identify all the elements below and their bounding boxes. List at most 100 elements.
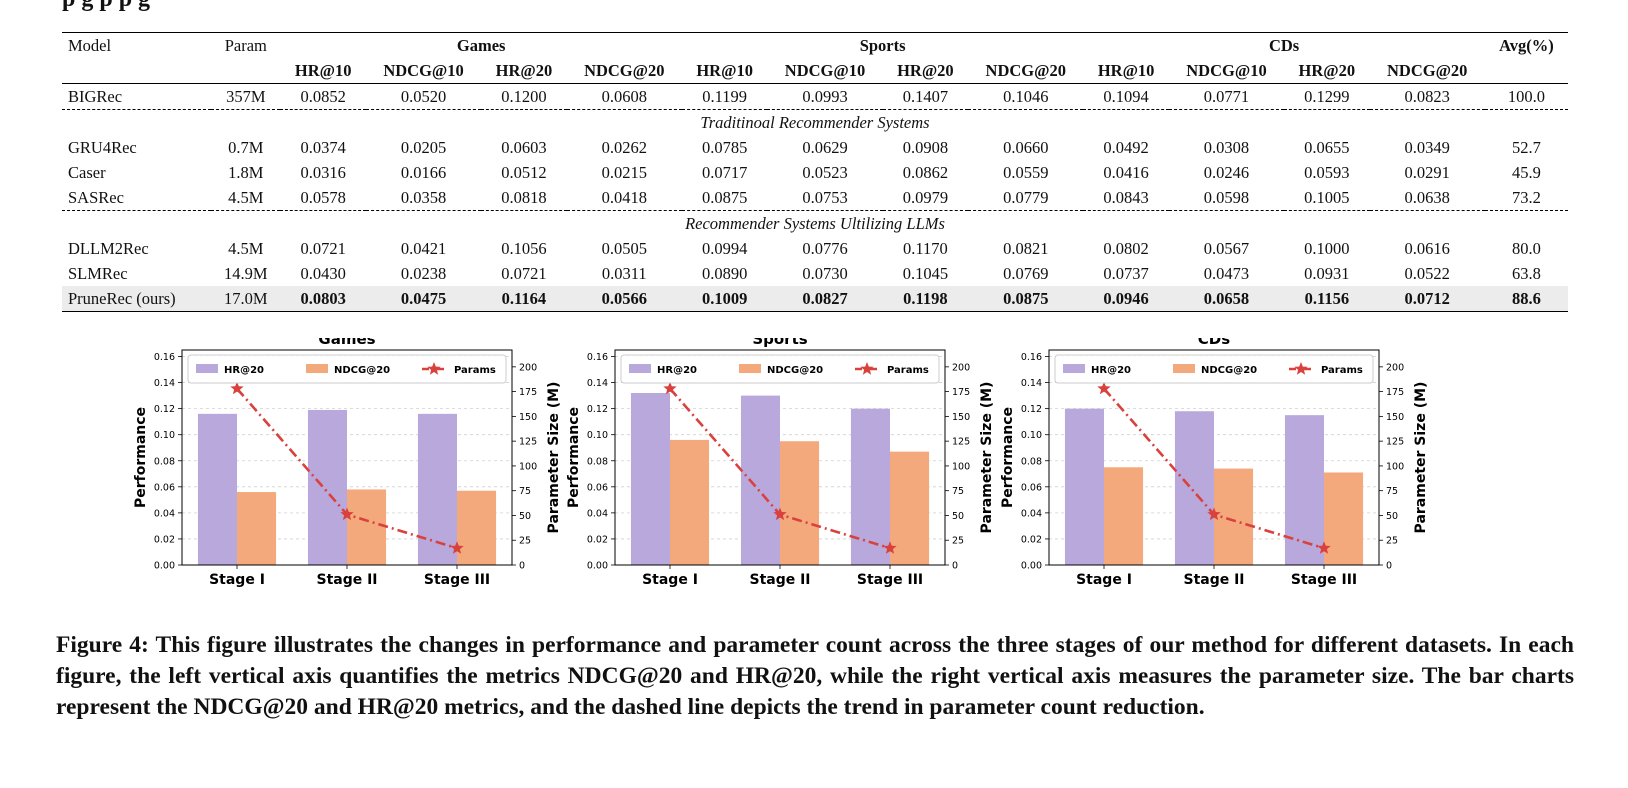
y-tick-label: 0.14	[587, 378, 608, 389]
cell-model: GRU4Rec	[68, 137, 137, 157]
bar-hr-at-20	[197, 413, 237, 565]
legend-swatch	[1063, 364, 1085, 373]
cell-value: 0.0523	[802, 162, 848, 182]
y2-tick-label: 175	[519, 387, 537, 398]
y-tick-label: 0.16	[587, 352, 608, 363]
cell-value: 0.0721	[501, 263, 547, 283]
y-tick-label: 0.00	[587, 561, 608, 572]
y2-tick-label: 150	[1386, 412, 1404, 423]
cell-value: 0.0205	[400, 137, 447, 157]
cell-value: 0.0238	[400, 263, 447, 283]
cell-value: 0.0374	[300, 137, 346, 157]
y2-axis-label: Parameter Size (M)	[979, 382, 995, 534]
y-tick-label: 0.14	[154, 378, 175, 389]
x-tick-label: Stage II	[316, 572, 377, 588]
cell-param: 1.8M	[228, 162, 264, 182]
cell-model: SLMRec	[68, 263, 128, 283]
bar-hr-at-20	[1174, 411, 1214, 565]
legend-box	[187, 354, 507, 384]
axes-frame	[181, 349, 513, 566]
y2-tick-label: 125	[519, 437, 537, 448]
metric-header: HR@20	[495, 60, 553, 80]
cell-value: 0.0262	[601, 137, 647, 157]
y2-tick-label: 50	[519, 511, 531, 522]
section-row-traditional: Traditinoal Recommender Systems	[62, 110, 1568, 136]
y-tick-label: 0.08	[587, 456, 608, 467]
cell-model: BIGRec	[68, 86, 123, 106]
table-row: GRU4Rec 0.7M 0.0374 0.0205 0.0603 0.0262 0.078…	[62, 135, 1568, 160]
y2-tick-label: 200	[1386, 362, 1404, 373]
empty-cell	[62, 58, 211, 84]
chart-title: Games	[318, 338, 375, 348]
y2-tick-label: 50	[1386, 511, 1398, 522]
cell-value: 0.1164	[501, 288, 547, 308]
cell-avg: 100.0	[1507, 86, 1545, 106]
table-row: Caser 1.8M 0.0316 0.0166 0.0512 0.0215 0.0717 0…	[62, 160, 1568, 185]
legend-swatch	[739, 364, 761, 373]
cell-value: 0.0492	[1103, 137, 1149, 157]
cell-avg: 45.9	[1511, 162, 1541, 182]
chart-sports: Sports 0.00 0.02 0.04 0.06 0.08 0.10 0.12 0.14 0.…	[566, 338, 995, 588]
params-point	[450, 541, 464, 554]
y-tick-label: 0.04	[154, 508, 175, 519]
y2-tick-label: 150	[519, 412, 537, 423]
cell-avg: 80.0	[1511, 238, 1541, 258]
bar-ndcg-at-20	[457, 490, 497, 565]
x-tick-label: Stage I	[642, 572, 698, 588]
x-tick-label: Stage II	[1183, 572, 1244, 588]
cell-model: PruneRec (ours)	[68, 288, 176, 308]
cell-value: 0.0316	[300, 162, 346, 182]
cell-value: 0.0520	[400, 86, 447, 106]
bar-ndcg-at-20	[1214, 468, 1254, 565]
bar-ndcg-at-20	[1324, 472, 1364, 565]
cell-value: 0.0421	[400, 238, 447, 258]
table-row-baseline: BIGRec 357M 0.0852 0.0520 0.1200 0.0608 0.1199…	[62, 84, 1568, 110]
cell-value: 0.0769	[1003, 263, 1049, 283]
legend-swatch	[1173, 364, 1195, 373]
y-tick-label: 0.10	[587, 430, 608, 441]
cell-avg: 52.7	[1511, 137, 1541, 157]
y-tick-label: 0.02	[587, 534, 608, 545]
cell-value: 0.0979	[902, 187, 949, 207]
y2-tick-label: 0	[952, 561, 958, 572]
cell-value: 0.0559	[1003, 162, 1049, 182]
y2-tick-label: 200	[519, 362, 537, 373]
metric-header: NDCG@20	[985, 60, 1066, 80]
bar-ndcg-at-20	[347, 489, 387, 565]
cell-value: 0.0311	[601, 263, 647, 283]
cell-value: 0.0658	[1203, 288, 1250, 308]
legend-star-icon	[427, 362, 441, 375]
cell-value: 0.1045	[902, 263, 949, 283]
metric-header: HR@10	[696, 60, 753, 80]
metric-header: NDCG@20	[584, 60, 665, 80]
y2-tick-label: 0	[519, 561, 525, 572]
legend-label: Params	[1321, 365, 1363, 376]
cell-value: 0.0931	[1304, 263, 1350, 283]
cell-value: 0.0578	[300, 187, 346, 207]
y-axis-label: Performance	[1000, 407, 1016, 508]
cell-value: 0.0246	[1203, 162, 1250, 182]
cell-value: 0.0843	[1103, 187, 1149, 207]
table-row-ours: PruneRec (ours) 17.0M 0.0803 0.0475 0.1164 0.…	[62, 286, 1568, 312]
y-tick-label: 0.12	[154, 404, 175, 415]
y2-tick-label: 125	[1386, 437, 1404, 448]
cell-value: 0.1046	[1003, 86, 1049, 106]
y-tick-label: 0.04	[1021, 508, 1042, 519]
empty-cell	[1485, 58, 1568, 84]
y2-tick-label: 75	[952, 486, 964, 497]
chart-games: Games 0.00 0.02 0.04 0.06 0.08 0.10 0.12 0.14 0.1…	[133, 338, 562, 588]
params-point	[883, 541, 897, 554]
y2-axis-label: Parameter Size (M)	[1413, 382, 1429, 534]
cell-value: 0.0803	[300, 288, 346, 308]
bar-ndcg-at-20	[670, 439, 710, 565]
cell-param: 0.7M	[228, 137, 264, 157]
legend-swatch	[196, 364, 218, 373]
cell-value: 0.1009	[701, 288, 748, 308]
cell-value: 0.0753	[802, 187, 848, 207]
legend-label: NDCG@20	[767, 365, 823, 376]
table-row: SASRec 4.5M 0.0578 0.0358 0.0818 0.0418 0.0875…	[62, 185, 1568, 211]
params-point	[230, 381, 244, 395]
y-tick-label: 0.00	[1021, 561, 1042, 572]
y-tick-label: 0.02	[154, 534, 175, 545]
axes-frame	[1048, 349, 1380, 566]
